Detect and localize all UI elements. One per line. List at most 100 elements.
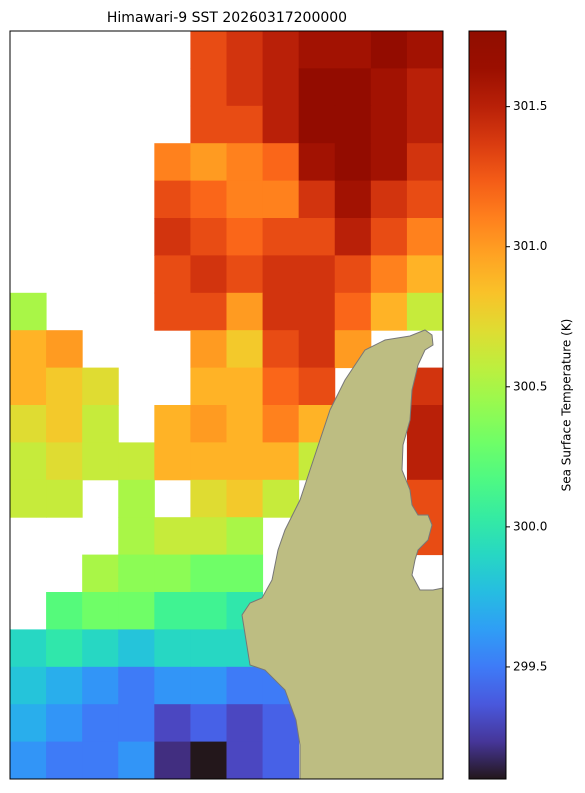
cell <box>190 629 227 668</box>
colorbar-label: Sea Surface Temperature (K) <box>560 319 574 492</box>
cell <box>298 105 336 144</box>
cell <box>298 367 336 406</box>
plot-frame <box>9 30 444 780</box>
cell <box>406 218 444 256</box>
cell <box>190 330 227 369</box>
cell <box>226 105 264 144</box>
cell <box>10 442 47 481</box>
cell <box>190 666 227 705</box>
cell <box>118 517 155 556</box>
cell <box>262 330 300 369</box>
cell <box>334 218 372 256</box>
cell <box>226 517 264 556</box>
cell <box>190 68 227 107</box>
cell <box>46 741 83 780</box>
cell <box>298 292 336 331</box>
cell <box>298 68 336 107</box>
cell <box>334 143 372 182</box>
cell <box>190 143 227 182</box>
cell <box>406 68 444 107</box>
cell <box>262 405 300 443</box>
cell <box>226 367 264 406</box>
cell <box>370 31 408 69</box>
cell <box>82 442 119 481</box>
cell <box>10 704 47 743</box>
cell <box>370 68 408 107</box>
cell <box>298 143 336 182</box>
cell <box>46 367 83 406</box>
cell <box>370 105 408 144</box>
cell <box>226 405 264 443</box>
cell <box>118 592 155 630</box>
cell <box>46 666 83 705</box>
cell <box>82 592 119 630</box>
cell <box>190 517 227 556</box>
cell <box>154 442 191 481</box>
cell <box>190 218 227 256</box>
cell <box>262 105 300 144</box>
cell <box>262 442 300 481</box>
cell <box>226 330 264 369</box>
cell <box>190 479 227 518</box>
cell <box>46 592 83 630</box>
cell <box>334 68 372 107</box>
colorbar-tick-label: 301.5 <box>513 99 547 113</box>
cell <box>118 629 155 668</box>
cell <box>406 405 444 443</box>
cell <box>226 180 264 219</box>
cell <box>370 292 408 331</box>
cell <box>298 31 336 69</box>
chart-title: Himawari-9 SST 20260317200000 <box>107 10 347 26</box>
cell <box>226 666 264 705</box>
cell <box>46 405 83 443</box>
cell <box>46 330 83 369</box>
cell <box>406 31 444 69</box>
cell <box>226 554 264 593</box>
cell <box>46 629 83 668</box>
cell <box>190 405 227 443</box>
cell <box>298 330 336 369</box>
cell <box>262 367 300 406</box>
cell <box>118 704 155 743</box>
cell <box>226 143 264 182</box>
cell <box>154 218 191 256</box>
cell <box>154 741 191 780</box>
cell <box>298 255 336 294</box>
colorbar-tick-label: 300.0 <box>513 519 547 533</box>
cell <box>46 442 83 481</box>
cell <box>10 405 47 443</box>
cell <box>118 442 155 481</box>
cell <box>10 292 47 331</box>
cell <box>82 666 119 705</box>
cell <box>406 255 444 294</box>
heatmap <box>10 31 444 780</box>
cell <box>262 143 300 182</box>
cell <box>334 180 372 219</box>
cell <box>406 143 444 182</box>
cell <box>154 554 191 593</box>
cell <box>118 741 155 780</box>
cell <box>262 479 300 518</box>
cell <box>190 741 227 780</box>
cell <box>82 554 119 593</box>
cell <box>226 31 264 69</box>
cell <box>10 479 47 518</box>
cell <box>406 105 444 144</box>
cell <box>226 68 264 107</box>
cell <box>226 218 264 256</box>
colorbar-tick-label: 299.5 <box>513 659 547 673</box>
cell <box>406 180 444 219</box>
cell <box>82 704 119 743</box>
cell <box>82 405 119 443</box>
cell <box>10 741 47 780</box>
cell <box>10 330 47 369</box>
cell <box>298 180 336 219</box>
cell <box>406 292 444 331</box>
cell <box>370 143 408 182</box>
cell <box>370 218 408 256</box>
cell <box>226 704 264 743</box>
cell <box>154 292 191 331</box>
cell <box>262 68 300 107</box>
cell <box>154 704 191 743</box>
